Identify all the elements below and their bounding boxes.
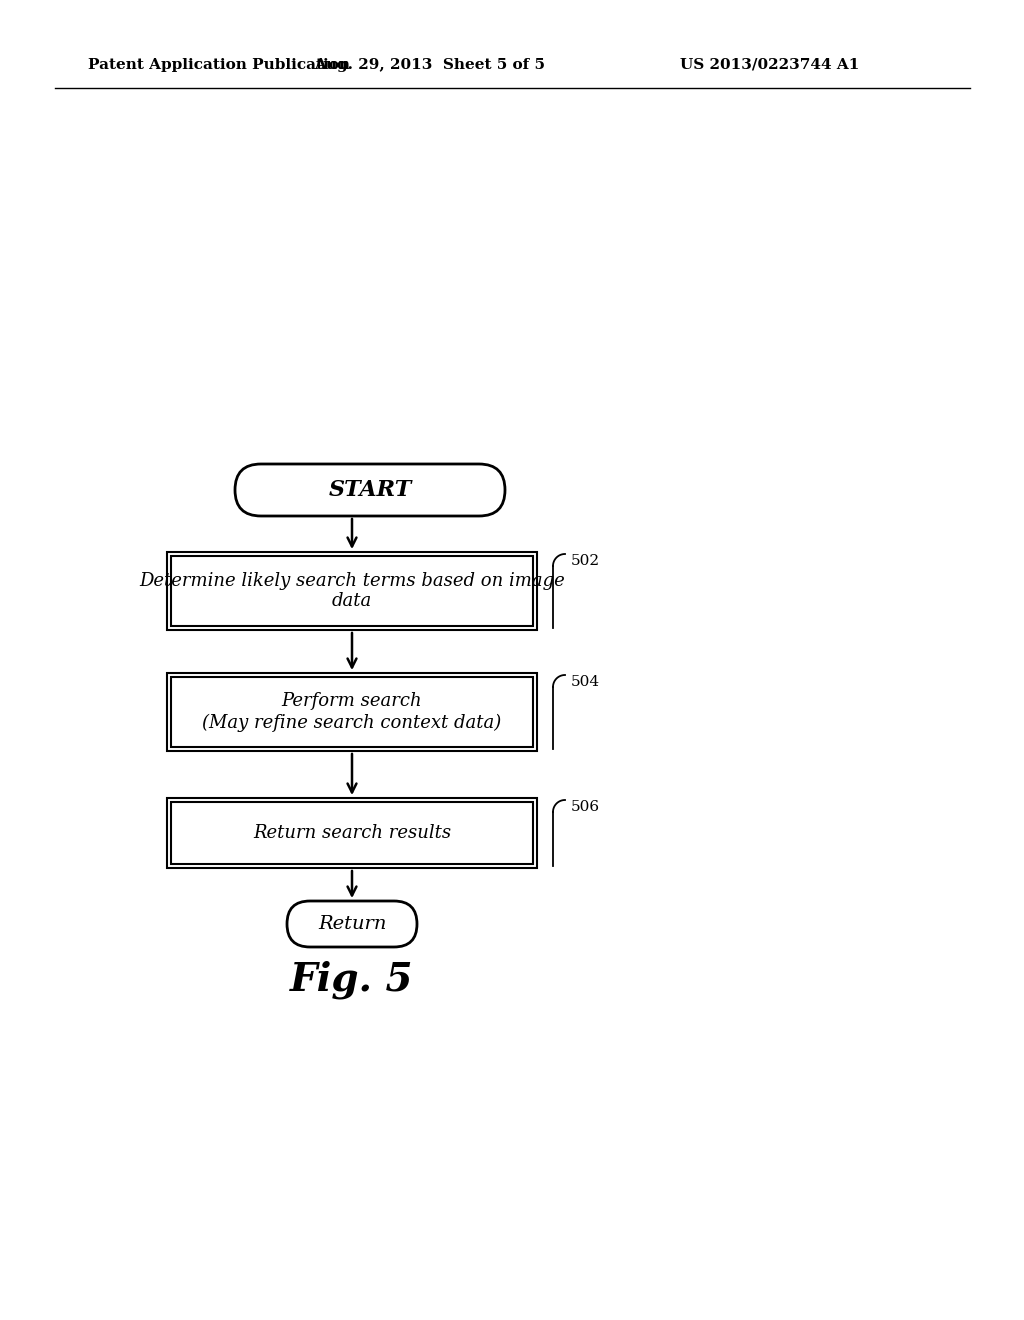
Text: Aug. 29, 2013  Sheet 5 of 5: Aug. 29, 2013 Sheet 5 of 5 — [314, 58, 546, 73]
Text: Return search results: Return search results — [253, 824, 451, 842]
Text: 504: 504 — [571, 675, 600, 689]
Bar — [167, 799, 537, 869]
Text: Perform search
(May refine search context data): Perform search (May refine search contex… — [203, 693, 502, 731]
Bar — [167, 673, 537, 751]
Text: Return: Return — [317, 915, 386, 933]
Bar — [171, 677, 534, 747]
Text: 506: 506 — [571, 800, 600, 814]
Bar — [171, 803, 534, 865]
FancyBboxPatch shape — [234, 465, 505, 516]
Text: Determine likely search terms based on image
data: Determine likely search terms based on i… — [139, 572, 565, 610]
Text: 502: 502 — [571, 554, 600, 568]
Bar — [167, 552, 537, 630]
Bar — [171, 556, 534, 626]
FancyBboxPatch shape — [287, 902, 417, 946]
Text: US 2013/0223744 A1: US 2013/0223744 A1 — [680, 58, 859, 73]
Text: Fig. 5: Fig. 5 — [290, 961, 414, 999]
Text: Patent Application Publication: Patent Application Publication — [88, 58, 350, 73]
Text: START: START — [329, 479, 412, 502]
